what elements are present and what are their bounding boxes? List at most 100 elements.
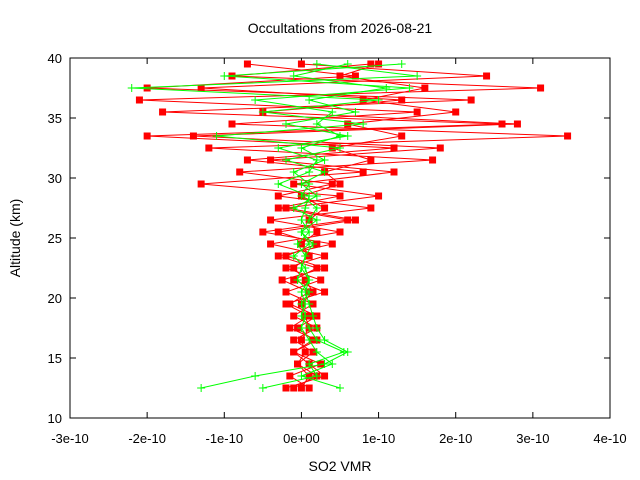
data-point-plus [312,372,321,380]
data-point-square [321,252,329,260]
data-point-square [321,204,329,212]
data-point-square [143,84,151,92]
y-tick-label: 40 [48,51,62,66]
data-point-plus [312,204,321,212]
data-point-square [290,264,298,272]
data-point-plus [351,108,360,116]
data-point-square [189,132,197,140]
data-point-square [290,348,298,356]
x-axis-label: SO2 VMR [308,458,371,474]
data-point-square [259,228,267,236]
data-point-plus [293,240,302,248]
data-point-square [367,156,375,164]
data-point-square [467,96,475,104]
data-point-plus [320,168,329,176]
red-series-2 [189,60,521,392]
series-layer [127,60,572,392]
data-point-square [375,192,383,200]
data-point-plus [297,144,306,152]
data-point-plus [289,72,298,80]
data-point-plus [220,72,229,80]
data-point-square [282,204,290,212]
data-point-plus [309,312,317,320]
ticks-layer: -3e-10 -2e-10 -1e-10 0e+00 1e-10 2e-10 3e-10 4e… [48,51,627,446]
data-point-square [159,108,167,116]
green-series-2 [220,60,414,392]
data-point-plus [336,144,344,152]
data-point-square [375,60,383,68]
data-point-square [297,60,305,68]
data-point-square [197,84,205,92]
data-point-square [336,72,344,80]
data-point-square [398,132,406,140]
data-point-square [278,276,286,284]
data-point-square [321,372,329,380]
data-point-square [498,120,506,128]
data-point-plus [382,84,391,92]
data-point-square [236,168,244,176]
x-tick-label: -3e-10 [51,431,89,446]
data-point-plus [328,360,337,368]
data-point-square [436,144,444,152]
x-tick-label: 1e-10 [362,431,395,446]
data-point-plus [413,72,422,80]
data-point-square [513,120,521,128]
data-point-plus [251,96,260,104]
data-point-plus [282,120,290,128]
data-point-square [398,96,406,104]
data-point-square [328,240,336,248]
data-point-square [282,384,290,392]
data-point-square [336,180,344,188]
x-tick-label: -1e-10 [205,431,243,446]
data-point-plus [405,84,414,92]
data-point-plus [305,216,314,224]
data-point-plus [297,264,306,272]
data-point-square [290,336,298,344]
data-point-plus [312,336,321,344]
data-point-plus [305,96,314,104]
data-point-square [274,204,282,212]
y-axis-label: Altitude (km) [7,199,23,278]
data-point-plus [305,336,314,344]
data-point-plus [297,312,306,320]
data-point-plus [312,192,321,200]
data-point-square [197,180,205,188]
data-point-plus [297,216,306,224]
data-point-plus [297,324,306,332]
data-point-plus [305,360,314,368]
data-point-square [413,108,421,116]
data-point-square [286,300,294,308]
data-point-square [274,228,282,236]
data-point-square [297,384,305,392]
green-series-line [224,63,410,389]
data-point-square [282,252,290,260]
data-point-plus [197,384,206,392]
data-point-square [243,156,251,164]
data-point-square [351,216,359,224]
data-point-plus [305,324,314,332]
data-point-square [351,72,359,80]
data-point-plus [336,132,344,140]
data-point-square [286,324,294,332]
data-point-square [359,168,367,176]
data-point-plus [289,168,298,176]
data-point-square [267,156,275,164]
data-point-plus [312,216,321,224]
data-point-square [367,204,375,212]
x-tick-label: 0e+00 [283,431,320,446]
data-point-plus [301,252,310,260]
data-point-square [390,168,398,176]
data-point-plus [397,60,406,68]
data-point-plus [305,288,314,296]
data-point-square [301,348,309,356]
data-point-plus [312,60,321,68]
data-point-plus [282,156,290,164]
data-point-square [367,60,375,68]
chart-title: Occultations from 2026-08-21 [248,20,433,36]
y-tick-label: 35 [48,111,62,126]
data-point-plus [305,192,314,200]
data-point-square [294,360,302,368]
data-point-plus [374,96,383,104]
data-point-square [344,120,352,128]
data-point-square [483,72,491,80]
